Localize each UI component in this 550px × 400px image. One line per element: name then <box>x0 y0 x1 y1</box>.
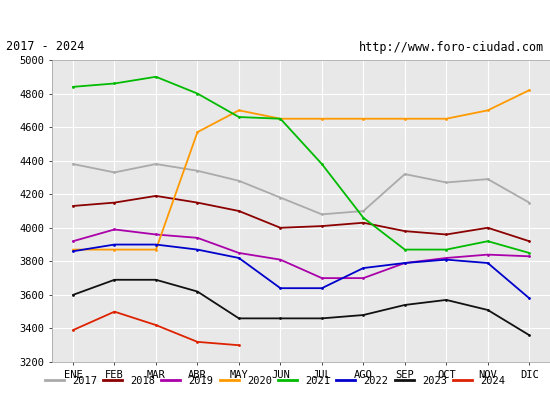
Text: http://www.foro-ciudad.com: http://www.foro-ciudad.com <box>359 40 544 54</box>
Text: 2017 - 2024: 2017 - 2024 <box>6 40 84 54</box>
Legend: 2017, 2018, 2019, 2020, 2021, 2022, 2023, 2024: 2017, 2018, 2019, 2020, 2021, 2022, 2023… <box>41 372 509 390</box>
Text: Evolucion del paro registrado en Mairena del Aljarafe: Evolucion del paro registrado en Mairena… <box>63 10 487 24</box>
